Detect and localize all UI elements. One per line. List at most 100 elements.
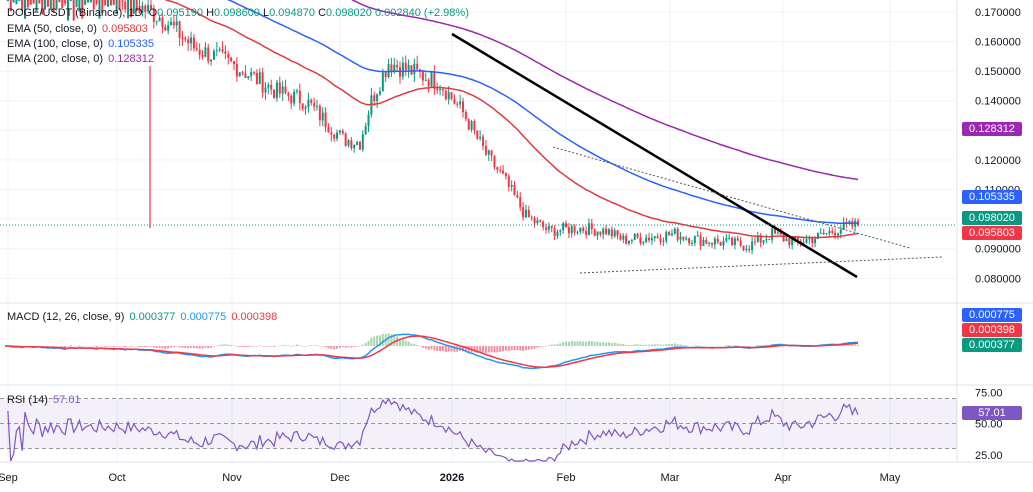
candle-body (158, 17, 161, 22)
candle-body (430, 71, 433, 87)
ema200-price-tag: 0.128312 (962, 122, 1022, 136)
candle-body (662, 240, 665, 242)
candle-body (350, 140, 353, 149)
macd-histogram-bar (670, 343, 673, 346)
macd-histogram-bar (716, 345, 719, 347)
candle-body (121, 0, 124, 2)
candle-body (628, 241, 631, 244)
macd-histogram-bar (753, 345, 756, 347)
candle-body (275, 82, 278, 98)
candle-body (639, 237, 642, 244)
candle-body (668, 231, 671, 236)
ema50-line (164, 0, 859, 239)
candle-body (241, 72, 244, 74)
candle-body (344, 133, 347, 146)
macd-histogram-bar (582, 341, 585, 346)
candle-body (705, 239, 708, 244)
candle-body (708, 242, 711, 244)
macd-histogram-bar (504, 346, 507, 351)
candle-body (267, 84, 270, 88)
candle-body (161, 17, 164, 28)
macd-histogram-bar (413, 343, 416, 346)
y-tick-label: 0.090000 (975, 244, 1021, 256)
candle-body (207, 47, 210, 62)
candle-body (307, 99, 310, 108)
macd-histogram-bar (599, 342, 602, 346)
candle-body (15, 0, 18, 5)
candle-body (87, 0, 90, 3)
macd-histogram-bar (444, 346, 447, 352)
macd-histogram-bar (439, 346, 442, 352)
macd-histogram-bar (839, 345, 842, 346)
candle-body (625, 235, 628, 244)
macd-histogram-bar (253, 345, 256, 347)
macd-histogram-bar (347, 346, 350, 348)
candle-body (132, 0, 135, 14)
high-value: 0.098600 (214, 7, 260, 19)
candle-body (544, 227, 547, 230)
candle-body (748, 248, 751, 251)
candle-body (533, 217, 536, 224)
macd-histogram-bar (628, 344, 631, 346)
candle-body (828, 231, 831, 234)
y-tick-label: 0.170000 (975, 7, 1021, 19)
candle-body (341, 130, 344, 134)
candle-body (298, 90, 301, 104)
y-tick-label: 0.150000 (975, 66, 1021, 78)
macd-histogram-bar (207, 346, 210, 348)
candle-body (52, 0, 55, 13)
candle-body (324, 112, 327, 128)
macd-histogram-bar (739, 345, 742, 347)
y-tick-label: 0.160000 (975, 37, 1021, 49)
candle-body (493, 155, 496, 168)
candle-body (198, 49, 201, 55)
macd-histogram-bar (579, 341, 582, 346)
macd-histogram-bar (605, 342, 608, 346)
macd-histogram-bar (401, 339, 404, 346)
candle-body (490, 150, 493, 156)
legend-rsi[interactable]: RSI (14) 57.01 (7, 393, 81, 408)
candle-body (456, 103, 459, 105)
legend-ema50[interactable]: EMA (50, close, 0) 0.095803 (7, 22, 148, 37)
macd-line-price-tag: 0.000775 (962, 308, 1022, 322)
candle-body (473, 121, 476, 131)
macd-histogram-bar (653, 344, 656, 346)
candle-body (32, 0, 35, 4)
candle-body (104, 0, 107, 6)
x-tick-label: Feb (557, 472, 576, 484)
candle-body (278, 82, 281, 94)
candle-body (112, 0, 115, 5)
candle-body (676, 228, 679, 240)
candle-body (24, 0, 27, 19)
macd-histogram-bar (393, 335, 396, 346)
candle-body (648, 237, 651, 241)
legend-macd[interactable]: MACD (12, 26, close, 9) 0.000377 0.00077… (7, 310, 277, 325)
candle-body (553, 227, 556, 237)
candle-body (230, 57, 233, 62)
macd-histogram-bar (258, 345, 261, 346)
rsi-line (7, 397, 859, 463)
symbol-title[interactable]: DOGE/USDT (Binance), 1D (7, 7, 143, 19)
legend-ema200[interactable]: EMA (200, close, 0) 0.128312 (7, 52, 154, 67)
macd-histogram-bar (573, 341, 576, 346)
candle-body (6, 0, 9, 2)
candle-body (172, 21, 175, 26)
macd-histogram-bar (648, 344, 651, 346)
candle-body (416, 63, 419, 70)
candle-body (436, 88, 439, 91)
macd-histogram-bar (52, 346, 55, 348)
macd-histogram-bar (164, 346, 167, 349)
candle-body (421, 71, 424, 81)
macd-histogram-bar (607, 342, 610, 346)
candle-body (41, 0, 44, 15)
macd-histogram-bar (78, 345, 81, 346)
macd-histogram-bar (316, 345, 319, 346)
candle-body (338, 130, 341, 133)
macd-histogram-bar (636, 344, 639, 346)
macd-histogram-bar (238, 346, 241, 347)
low-value: 0.094870 (269, 7, 316, 19)
candle-body (227, 54, 230, 58)
macd-histogram-bar (427, 346, 430, 350)
legend-ema100[interactable]: EMA (100, close, 0) 0.105335 (7, 37, 154, 52)
